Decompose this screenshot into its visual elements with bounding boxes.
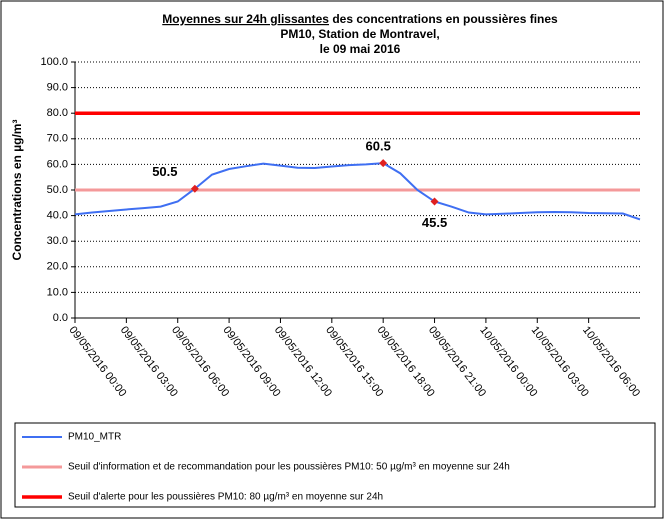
chart-title: PM10, Station de Montravel,: [280, 27, 439, 41]
point-marker: [379, 159, 388, 168]
series-line: [74, 162, 641, 221]
legend-label: PM10_MTR: [68, 432, 121, 443]
legend-box: [14, 422, 656, 508]
point-marker: [430, 197, 439, 206]
y-tick-label: 100.0: [40, 56, 68, 68]
legend-label: Seuil d'alerte pour les poussières PM10:…: [68, 492, 383, 503]
y-tick-label: 30.0: [47, 235, 68, 247]
data-label: 50.5: [152, 164, 177, 179]
y-tick-label: 10.0: [47, 286, 68, 298]
title-part: des concentrations en poussières fines: [329, 12, 558, 26]
y-tick-label: 70.0: [47, 133, 68, 145]
point-marker: [190, 184, 199, 193]
chart-title: Moyennes sur 24h glissantes des concentr…: [162, 12, 558, 26]
y-tick-label: 40.0: [47, 210, 68, 222]
title-part: Moyennes sur 24h glissantes: [162, 12, 329, 26]
y-tick-label: 90.0: [47, 82, 68, 94]
chart-title: le 09 mai 2016: [320, 42, 401, 56]
data-label: 45.5: [422, 215, 447, 230]
y-tick-label: 80.0: [47, 107, 68, 119]
legend-label: Seuil d'information et de recommandation…: [68, 462, 510, 473]
y-tick-label: 20.0: [47, 261, 68, 273]
y-tick-label: 50.0: [47, 184, 68, 196]
data-label: 60.5: [366, 139, 391, 154]
y-axis-label: Concentrations en µg/m³: [10, 120, 24, 261]
y-tick-label: 0.0: [53, 312, 68, 324]
y-tick-label: 60.0: [47, 158, 68, 170]
